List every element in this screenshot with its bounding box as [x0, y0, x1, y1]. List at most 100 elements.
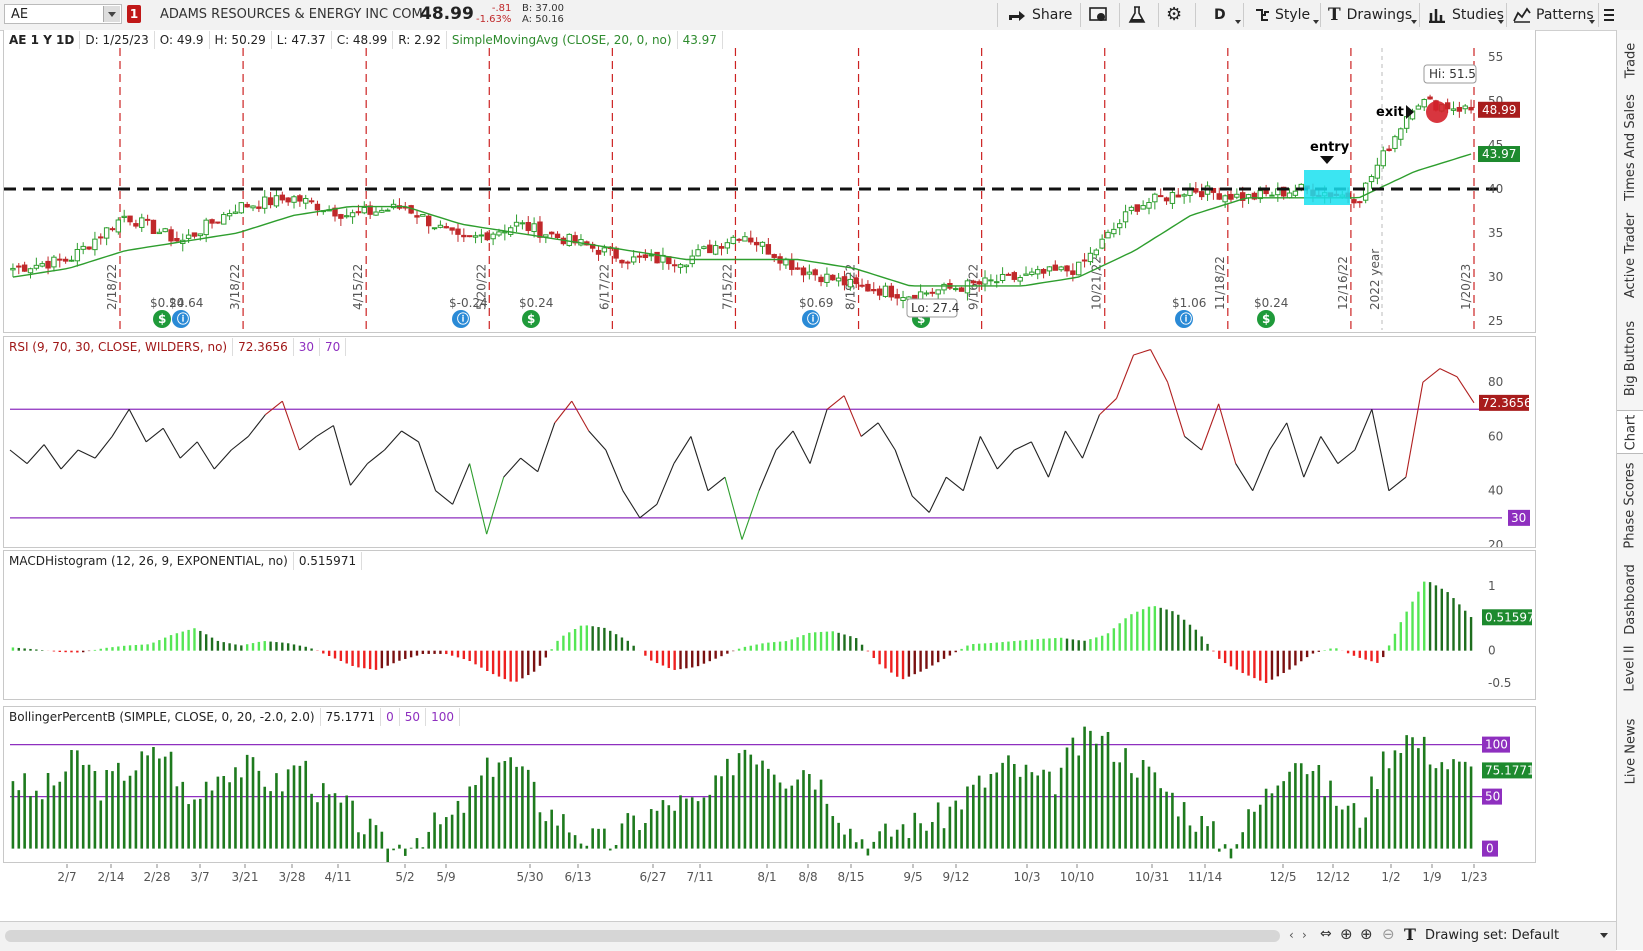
- horizontal-scrollbar[interactable]: [5, 930, 1280, 942]
- lo-label: Lo: 27.4: [911, 301, 959, 315]
- sidebar-tab-dashboard[interactable]: Dashboard: [1617, 558, 1643, 640]
- bpb-label[interactable]: BollingerPercentB (SIMPLE, CLOSE, 0, 20,…: [4, 708, 321, 726]
- x-axis: 2/7 2/14 2/28 3/7 3/21 3/28 4/11 5/2 5/9 5/30 6/13…: [57, 864, 1488, 884]
- x-tick-label: 4/11: [325, 870, 352, 884]
- sidebar-tab-chart[interactable]: Chart: [1617, 410, 1643, 454]
- sidebar-tab-trade[interactable]: Trade: [1617, 30, 1643, 90]
- bpb-header: BollingerPercentB (SIMPLE, CLOSE, 0, 20,…: [4, 707, 460, 727]
- alert-badge[interactable]: 1: [127, 5, 141, 23]
- rsi-label[interactable]: RSI (9, 70, 30, CLOSE, WILDERS, no): [4, 338, 234, 356]
- scroll-left-icon[interactable]: ‹: [1289, 928, 1294, 942]
- divider: [1419, 3, 1420, 27]
- x-tick-label: 1/23: [1461, 870, 1488, 884]
- candle-body: [701, 246, 707, 249]
- candle-body: [16, 265, 22, 268]
- sidebar-tab-big-buttons[interactable]: Big Buttons: [1617, 308, 1643, 408]
- candle-body: [1117, 223, 1123, 229]
- candle-body: [27, 268, 34, 274]
- symbol-text[interactable]: AE: [11, 7, 29, 22]
- macd-pane[interactable]: MACDHistogram (12, 26, 9, EXPONENTIAL, n…: [3, 550, 1536, 700]
- candle-body: [420, 214, 426, 217]
- rsi-segment: [554, 400, 573, 424]
- symbol-selector[interactable]: AE: [4, 4, 122, 24]
- bpb-value-badge: [1482, 762, 1532, 779]
- event-date-label: 11/18/22: [1213, 256, 1227, 310]
- sma-badge: [1478, 146, 1520, 163]
- rsi-segment: [826, 395, 845, 410]
- chevron-down-icon: [1498, 20, 1504, 24]
- macd-label[interactable]: MACDHistogram (12, 26, 9, EXPONENTIAL, n…: [4, 552, 294, 570]
- rsi-segment: [299, 435, 317, 451]
- price-badge-text: 48.99: [1482, 103, 1516, 117]
- bollinger-pane[interactable]: BollingerPercentB (SIMPLE, CLOSE, 0, 20,…: [3, 706, 1536, 863]
- rsi-segment: [1337, 449, 1356, 465]
- sidebar-tab-level-ii[interactable]: Level II: [1617, 642, 1643, 694]
- style-button[interactable]: Style: [1254, 0, 1310, 29]
- text-tool-icon[interactable]: T: [1404, 925, 1416, 944]
- rsi-segment: [1320, 436, 1339, 464]
- event-date-label: 12/16/22: [1336, 256, 1350, 310]
- macd-header: MACDHistogram (12, 26, 9, EXPONENTIAL, n…: [4, 551, 363, 571]
- rsi-pane[interactable]: RSI (9, 70, 30, CLOSE, WILDERS, no) 72.3…: [3, 336, 1536, 548]
- candle-body: [349, 212, 356, 218]
- aggregation-button[interactable]: D: [1214, 0, 1226, 29]
- sma-label[interactable]: SimpleMovingAvg (CLOSE, 20, 0, no): [447, 31, 678, 49]
- settings-button[interactable]: [1089, 0, 1109, 29]
- sidebar-tab-phase-scores[interactable]: Phase Scores: [1617, 455, 1643, 555]
- candle-body: [1468, 106, 1474, 111]
- zoom-in-icon[interactable]: ⊕: [1360, 925, 1373, 943]
- candle-body: [291, 196, 297, 203]
- candle-body: [1152, 193, 1158, 203]
- candle-body: [156, 231, 163, 235]
- candle-body: [865, 283, 871, 292]
- candle-body: [601, 247, 608, 253]
- candle-body: [636, 255, 643, 258]
- candle-body: [1228, 193, 1234, 200]
- rsi-segment: [792, 430, 811, 464]
- chevron-down-icon[interactable]: [103, 6, 120, 22]
- studies-button[interactable]: Studies: [1428, 0, 1504, 29]
- candle-body: [1128, 206, 1135, 211]
- candle-body: [812, 269, 818, 276]
- rsi-segment: [1064, 430, 1083, 459]
- zoom-out-icon[interactable]: ⊖: [1382, 925, 1395, 943]
- candle-body: [1163, 197, 1170, 202]
- candle-body: [1269, 194, 1275, 197]
- menu-button[interactable]: [1603, 0, 1615, 29]
- drawing-set-label[interactable]: Drawing set: Default: [1425, 928, 1560, 943]
- chevron-down-icon[interactable]: [1600, 933, 1608, 938]
- candle-body: [373, 211, 379, 216]
- sidebar-tab-times-and-sales[interactable]: Times And Sales: [1617, 92, 1643, 202]
- drawings-button[interactable]: T Drawings: [1328, 0, 1412, 29]
- earnings-icon: [1175, 310, 1193, 328]
- macd-chart-svg[interactable]: 10.50-0.50.51597: [4, 551, 1536, 700]
- patterns-button[interactable]: Patterns: [1513, 0, 1594, 29]
- crosshair-icon[interactable]: ⊕: [1340, 925, 1353, 943]
- candle-body: [771, 254, 777, 258]
- sidebar-tab-label: Dashboard: [1623, 563, 1638, 635]
- sidebar-tab-live-news[interactable]: Live News: [1617, 696, 1643, 806]
- x-tick-label: 10/3: [1014, 870, 1041, 884]
- sidebar-tab-active-trader[interactable]: Active Trader: [1617, 205, 1643, 305]
- candle-body: [1357, 201, 1363, 204]
- price-chart-svg[interactable]: 2/18/22 3/18/22 4/15/22 5/20/22 6/17/22 7/15/…: [4, 30, 1536, 333]
- share-button[interactable]: Share: [1008, 0, 1072, 29]
- scroll-right-icon[interactable]: ›: [1302, 928, 1307, 942]
- price-chart-pane[interactable]: AE 1 Y 1D D: 1/25/23 O: 49.9 H: 50.29 L:…: [3, 30, 1536, 333]
- flask-button[interactable]: [1128, 0, 1146, 29]
- candle-body: [1064, 265, 1070, 272]
- studies-label: Studies: [1452, 6, 1504, 23]
- macd-y-tick: -0.5: [1488, 676, 1511, 690]
- candle-body: [759, 241, 766, 247]
- candle-body: [683, 264, 690, 268]
- candle-body: [133, 223, 139, 227]
- rsi-segment: [1081, 414, 1101, 459]
- rsi-segment: [928, 476, 947, 513]
- event-amount: $0.24: [519, 296, 553, 310]
- rsi-segment: [350, 463, 368, 486]
- gear-button[interactable]: ⚙: [1166, 0, 1188, 29]
- pan-icon[interactable]: ⇔: [1320, 926, 1332, 942]
- candle-body: [1046, 266, 1053, 272]
